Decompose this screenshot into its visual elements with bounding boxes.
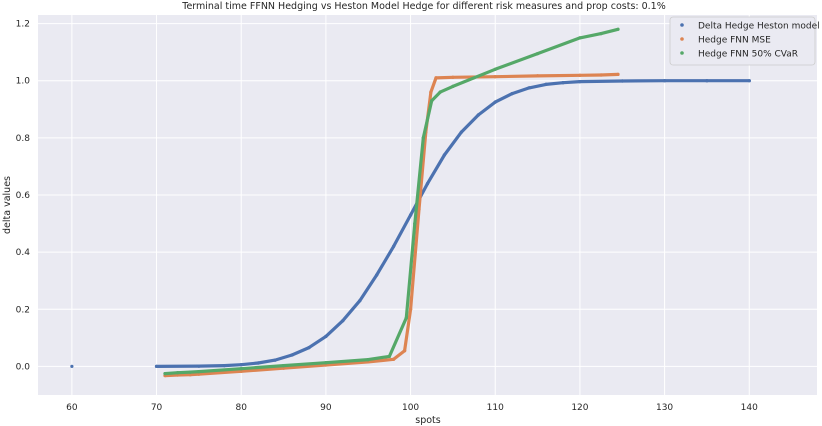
data-point	[616, 27, 620, 31]
y-tick-label: 1.2	[16, 20, 30, 30]
series-segment	[282, 363, 328, 370]
series-segment	[307, 334, 328, 350]
series-segment	[392, 213, 413, 248]
x-tick-label: 120	[571, 403, 588, 413]
series-segment	[163, 371, 180, 376]
grid	[38, 15, 817, 395]
x-axis-label: spots	[415, 415, 441, 426]
y-axis-label: delta values	[2, 176, 13, 234]
series-segment	[176, 370, 192, 375]
series-segment	[535, 36, 582, 56]
plot-background	[38, 15, 817, 395]
legend-marker	[680, 23, 684, 27]
x-tick-label: 70	[151, 403, 163, 413]
series-segment	[387, 316, 408, 358]
y-tick-label: 1.0	[16, 77, 31, 87]
series-segment	[413, 136, 425, 226]
series-segment	[459, 113, 480, 134]
series-segment	[358, 273, 379, 303]
x-tick-label: 100	[402, 403, 419, 413]
legend: Delta Hedge Heston model Hedge FNN MSE Hed…	[669, 16, 820, 66]
series-segment	[163, 373, 180, 378]
y-tick-label: 0.6	[16, 191, 31, 201]
series-group	[70, 27, 751, 378]
series-segment	[493, 91, 514, 104]
series-segment	[535, 73, 582, 78]
series-segment	[375, 244, 396, 277]
series-segment	[561, 79, 582, 85]
series-segment	[451, 67, 497, 89]
series-segment	[222, 363, 243, 368]
series-segment	[392, 349, 407, 361]
series-segment	[404, 222, 417, 320]
series-segment	[324, 358, 370, 365]
series-2	[163, 72, 620, 378]
series-3	[163, 27, 620, 376]
data-point	[616, 72, 620, 76]
series-segment	[290, 346, 311, 357]
series-segment	[599, 72, 620, 77]
series-segment	[409, 207, 421, 311]
series-segment	[425, 153, 446, 186]
series-segment	[544, 81, 565, 87]
y-tick-label: 0.8	[16, 134, 31, 144]
series-segment	[417, 130, 428, 211]
tick-labels: 60 70 80 90 100 110 120 130 140 0.0 0.2 0.4 0.6 0.8 1.…	[16, 20, 758, 413]
series-segment	[599, 27, 620, 36]
legend-box	[669, 16, 816, 66]
series-segment	[438, 84, 455, 94]
series-segment	[493, 74, 540, 79]
series-segment	[239, 361, 260, 367]
series-segment	[366, 354, 391, 362]
series-segment	[476, 100, 497, 117]
series-segment	[442, 130, 463, 157]
legend-label: Delta Hedge Heston model	[698, 22, 820, 32]
series-1	[70, 79, 751, 368]
series-segment	[197, 364, 226, 368]
series-segment	[256, 358, 277, 365]
series-segment	[197, 369, 243, 376]
chart-title: Terminal time FFNN Hedging vs Heston Mod…	[181, 1, 666, 12]
series-segment	[282, 361, 328, 368]
x-tick-label: 90	[320, 403, 332, 413]
x-tick-label: 130	[656, 403, 673, 413]
x-tick-label: 80	[235, 403, 247, 413]
series-segment	[324, 319, 345, 338]
series-segment	[429, 76, 438, 94]
data-point	[747, 79, 751, 83]
legend-marker	[680, 37, 684, 41]
series-segment	[527, 82, 548, 90]
data-point	[70, 364, 74, 368]
series-segment	[366, 357, 396, 364]
series-segment	[239, 364, 286, 371]
series-segment	[239, 366, 286, 373]
legend-label: Hedge FNN 50% CVaR	[698, 50, 798, 60]
series-segment	[341, 299, 362, 323]
x-tick-label: 60	[66, 403, 78, 413]
legend-label: Hedge FNN MSE	[698, 36, 771, 46]
series-segment	[430, 90, 442, 103]
series-segment	[403, 307, 413, 353]
series-segment	[578, 31, 603, 40]
x-tick-label: 140	[741, 403, 758, 413]
y-tick-label: 0.4	[16, 248, 31, 258]
x-tick-label: 110	[487, 403, 504, 413]
y-tick-label: 0.0	[16, 362, 31, 372]
legend-marker	[680, 51, 684, 55]
series-segment	[197, 367, 243, 374]
series-segment	[493, 51, 540, 71]
series-segment	[324, 360, 370, 367]
series-segment	[434, 75, 455, 80]
series-segment	[510, 86, 531, 96]
series-segment	[578, 79, 624, 84]
y-tick-label: 0.2	[16, 305, 30, 315]
series-segment	[273, 353, 294, 362]
series-segment	[421, 99, 434, 140]
